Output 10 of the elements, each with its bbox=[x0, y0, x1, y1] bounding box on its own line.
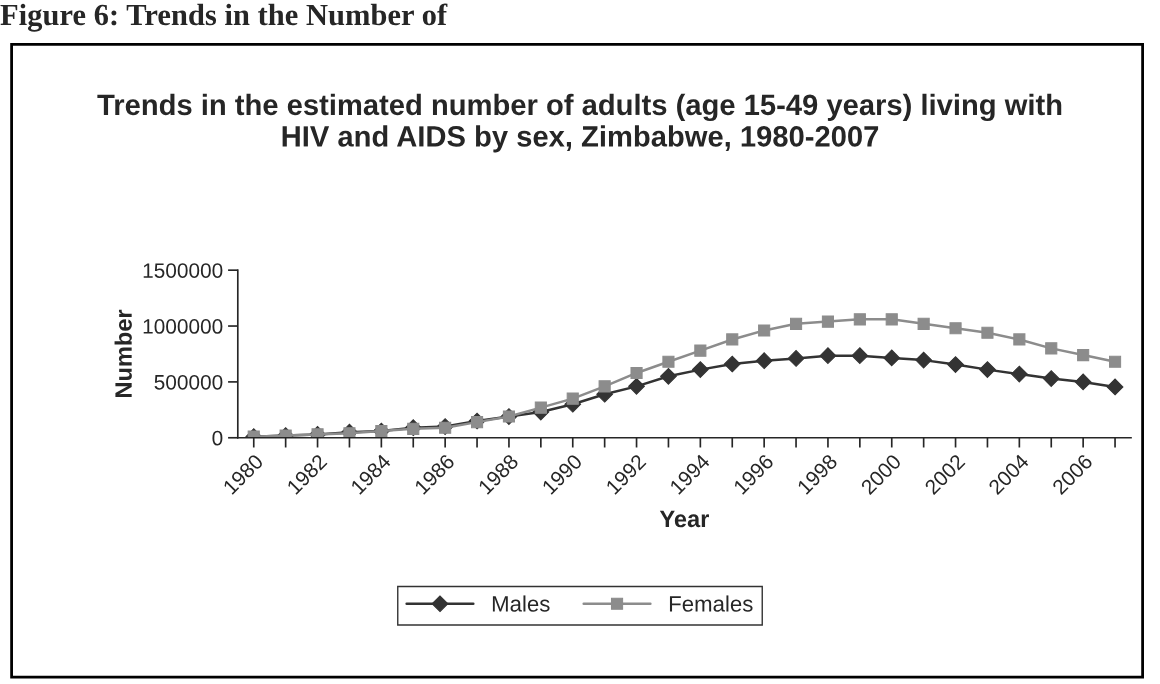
legend-label: Males bbox=[492, 595, 550, 612]
caption: Figure 6: Trends in the Number of bbox=[0, 3, 448, 32]
y-tick-label: 1000000 bbox=[143, 319, 223, 334]
chart-title: Trends in the estimated number of adults (age 15-49 years) living with HIV and AIDS by sex, Zimbabwe, 1980-2007 bbox=[97, 93, 1062, 153]
y-axis-title: Number bbox=[114, 309, 132, 397]
x-axis-title: Year bbox=[659, 510, 709, 528]
legend-label: Females bbox=[669, 595, 753, 612]
y-tick-label: 1500000 bbox=[143, 263, 223, 278]
y-tick-label: 500000 bbox=[154, 374, 223, 390]
y-tick-label: 0 bbox=[212, 430, 223, 446]
